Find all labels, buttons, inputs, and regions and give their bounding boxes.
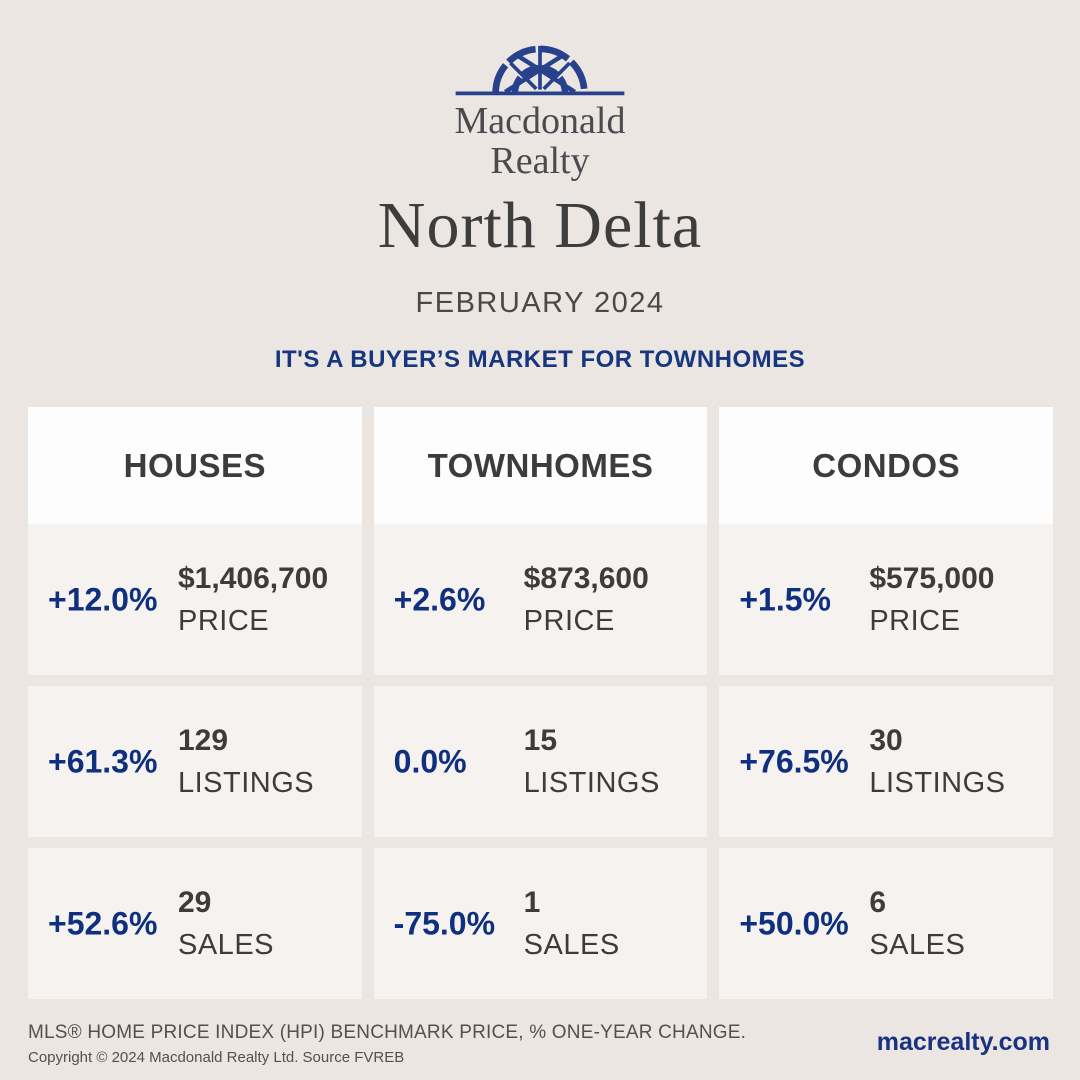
stat-metric: LISTINGS	[523, 766, 660, 799]
footnote-hpi: MLS® HOME PRICE INDEX (HPI) BENCHMARK PR…	[28, 1022, 747, 1043]
stat-value: $1,406,700	[178, 561, 329, 595]
page-title: North Delta	[377, 189, 703, 263]
footnote-copyright: Copyright © 2024 Macdonald Realty Ltd. S…	[28, 1049, 405, 1066]
change-percent: +76.5%	[739, 743, 849, 779]
condos-column: CONDOS +1.5% $575,000 PRICE +76.5% 30 LI…	[719, 407, 1053, 999]
houses-header: HOUSES	[28, 407, 362, 524]
condos-header: CONDOS	[719, 407, 1053, 524]
change-percent: +50.0%	[739, 905, 849, 941]
footer-notes: MLS® HOME PRICE INDEX (HPI) BENCHMARK PR…	[28, 1022, 746, 1066]
stat-metric: SALES	[178, 928, 274, 961]
stat-value-block: $1,406,700 PRICE	[178, 561, 329, 637]
stat-value: 1	[523, 885, 541, 919]
change-percent: +1.5%	[739, 581, 831, 617]
stats-grid: HOUSES +12.0% $1,406,700 PRICE +61.3% 12…	[28, 407, 1053, 999]
stat-value-block: 1 SALES	[523, 885, 620, 961]
stat-metric: SALES	[869, 928, 966, 961]
stat-metric: PRICE	[869, 604, 961, 637]
stat-value: 6	[869, 885, 887, 919]
market-headline: IT'S A BUYER’S MARKET FOR TOWNHOMES	[274, 346, 806, 374]
report-month: FEBRUARY 2024	[415, 287, 665, 320]
brand-name-line1: Macdonald	[454, 100, 626, 142]
brand-name: Macdonald Realty	[0, 100, 1080, 182]
change-percent: +52.6%	[48, 905, 158, 941]
townhomes-sales-cell: -75.0% 1 SALES	[373, 848, 708, 999]
change-percent: 0.0%	[393, 743, 467, 779]
stat-metric: PRICE	[523, 604, 615, 637]
stat-metric: LISTINGS	[869, 766, 1006, 799]
stat-value-block: $873,600 PRICE	[523, 561, 649, 637]
stat-value: $575,000	[869, 561, 995, 595]
houses-header-label: HOUSES	[123, 446, 267, 484]
townhomes-header-label: TOWNHOMES	[427, 446, 654, 484]
stat-metric: PRICE	[178, 604, 270, 637]
stat-value-block: $575,000 PRICE	[869, 561, 995, 637]
stat-value: 15	[523, 723, 558, 757]
stat-value: 129	[178, 723, 229, 757]
macdonald-realty-fanlight-logo-icon	[455, 45, 625, 96]
change-percent: +2.6%	[393, 581, 486, 617]
stat-value-block: 29 SALES	[178, 885, 274, 961]
stat-value-block: 30 LISTINGS	[869, 723, 1006, 799]
townhomes-listings-cell: 0.0% 15 LISTINGS	[373, 686, 708, 837]
change-percent: -75.0%	[393, 905, 496, 941]
brand-name-line2: Realty	[490, 139, 590, 182]
houses-listings-cell: +61.3% 129 LISTINGS	[28, 686, 362, 837]
houses-column: HOUSES +12.0% $1,406,700 PRICE +61.3% 12…	[28, 407, 362, 999]
stat-metric: SALES	[523, 928, 620, 961]
change-percent: +12.0%	[48, 581, 158, 617]
condos-price-cell: +1.5% $575,000 PRICE	[719, 524, 1053, 675]
stat-value: $873,600	[523, 561, 649, 595]
houses-price-cell: +12.0% $1,406,700 PRICE	[28, 524, 362, 675]
stat-value: 29	[178, 885, 212, 919]
masthead: Macdonald Realty North Delta FEBRUARY 20…	[0, 26, 1080, 374]
stat-value: 30	[869, 723, 903, 757]
townhomes-header: TOWNHOMES	[373, 407, 708, 524]
condos-sales-cell: +50.0% 6 SALES	[719, 848, 1053, 999]
stat-value-block: 6 SALES	[869, 885, 966, 961]
change-percent: +61.3%	[48, 743, 158, 779]
stat-value-block: 129 LISTINGS	[178, 723, 315, 799]
stat-metric: LISTINGS	[178, 766, 315, 799]
website-link[interactable]: macrealty.com	[876, 1028, 1050, 1056]
condos-listings-cell: +76.5% 30 LISTINGS	[719, 686, 1053, 837]
houses-sales-cell: +52.6% 29 SALES	[28, 848, 362, 999]
condos-header-label: CONDOS	[812, 446, 961, 484]
townhomes-price-cell: +2.6% $873,600 PRICE	[373, 524, 708, 675]
stat-value-block: 15 LISTINGS	[523, 723, 660, 799]
townhomes-column: TOWNHOMES +2.6% $873,600 PRICE 0.0% 15 L…	[373, 407, 708, 999]
